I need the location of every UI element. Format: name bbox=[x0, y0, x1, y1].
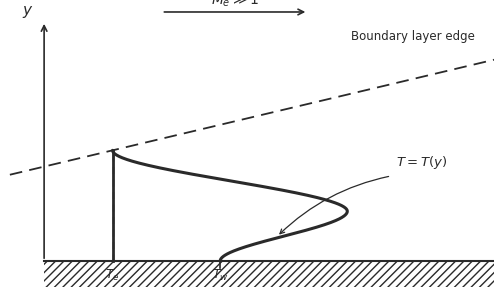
Text: $T = T(y)$: $T = T(y)$ bbox=[396, 155, 448, 171]
Text: $T_w$: $T_w$ bbox=[212, 268, 229, 283]
Text: $T_e$: $T_e$ bbox=[105, 268, 120, 283]
Text: Boundary layer edge: Boundary layer edge bbox=[351, 30, 475, 43]
Bar bbox=[44, 261, 494, 287]
Text: y: y bbox=[22, 4, 31, 18]
Text: $M_e \gg 1$: $M_e \gg 1$ bbox=[211, 0, 259, 9]
